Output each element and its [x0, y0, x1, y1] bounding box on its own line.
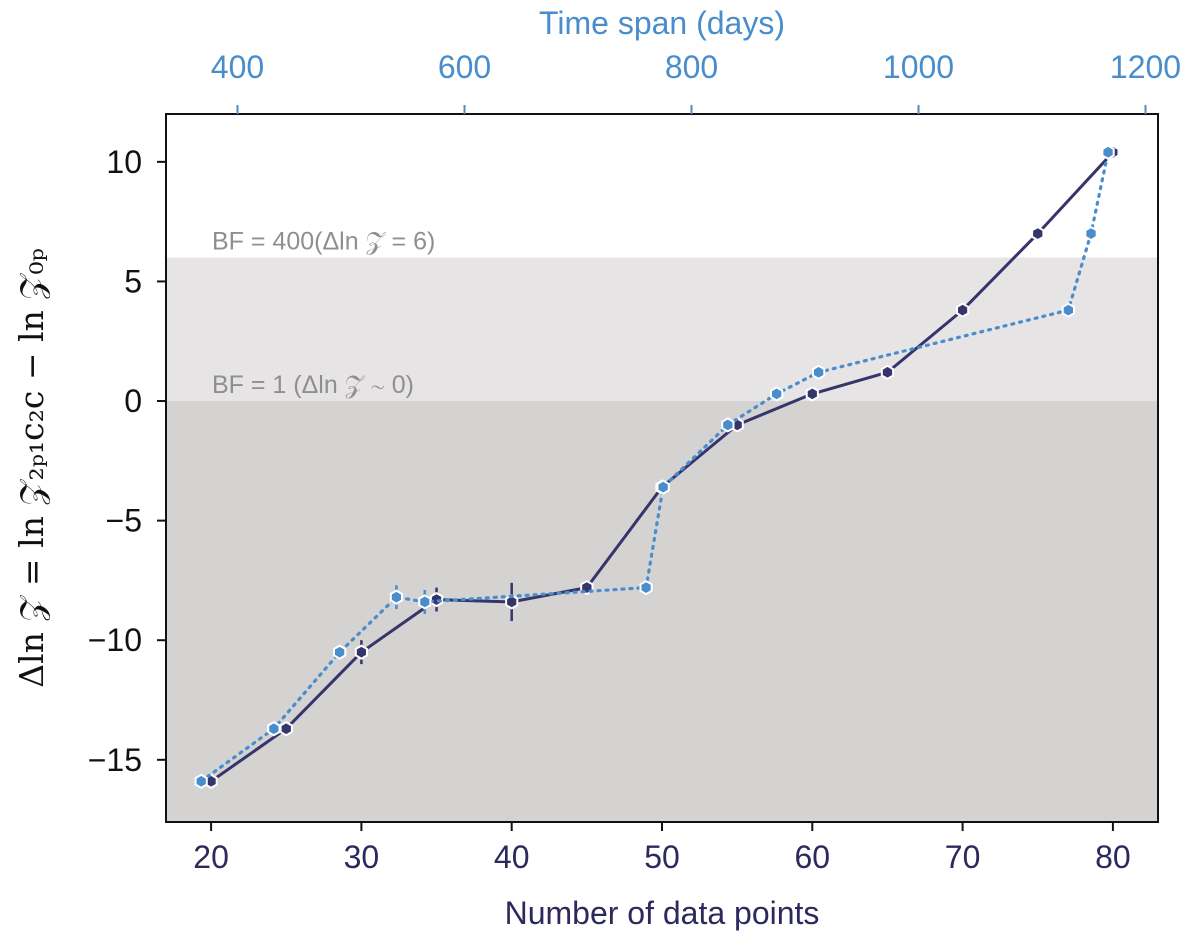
series-0-point	[805, 386, 819, 402]
series-1-point	[389, 589, 403, 605]
series-1-point	[812, 364, 826, 380]
bottom-tick-label: 50	[644, 839, 680, 875]
series-0-point	[354, 644, 368, 660]
series-1-point	[333, 644, 347, 660]
top-tick-label: 1000	[883, 49, 954, 85]
series-0-point	[429, 591, 444, 608]
bottom-tick-label: 80	[1095, 839, 1131, 875]
series-1-point	[194, 773, 208, 789]
series-layer	[194, 144, 1120, 789]
series-0-point	[279, 721, 293, 737]
series-1-point	[639, 579, 653, 596]
left-tick-label: 5	[124, 263, 142, 299]
series-1-point	[1101, 144, 1115, 160]
series-1-point	[1061, 302, 1075, 318]
left-tick-label: −15	[88, 742, 142, 778]
top-tick-label: 400	[211, 49, 264, 85]
series-0-point	[505, 594, 519, 610]
bottom-tick-label: 30	[344, 839, 380, 875]
top-axis: 400 600 800 1000 1200	[211, 49, 1181, 114]
left-tick-label: 10	[106, 144, 142, 180]
bottom-tick-label: 70	[945, 839, 981, 875]
band-annotation-1: BF = 1 (Δln 𝒵 ∼ 0)	[212, 371, 414, 399]
series-1-point	[770, 386, 784, 402]
series-0-point	[1031, 225, 1045, 242]
top-tick-label: 1200	[1110, 49, 1181, 85]
series-1-point	[1084, 225, 1098, 242]
left-tick-label: −10	[88, 622, 142, 658]
series-1-point	[267, 721, 281, 737]
bottom-tick-label: 60	[795, 839, 831, 875]
series-1	[194, 144, 1115, 789]
series-1-point	[721, 417, 735, 433]
background-bands	[166, 257, 1158, 822]
bottom-axis: 20 30 40 50 60 70 80	[193, 822, 1131, 875]
band-annotations: BF = 400(Δln 𝒵 = 6) BF = 1 (Δln 𝒵 ∼ 0)	[212, 228, 435, 400]
left-axis-label: Δln 𝒵 = ln 𝒵₂ₚ₁c₂c − ln 𝒵₀ₚ	[12, 248, 51, 688]
series-0-point	[880, 364, 895, 380]
left-axis: −15 −10 −5 0 5 10	[88, 144, 166, 778]
bottom-tick-label: 20	[193, 839, 229, 875]
top-axis-label: Time span (days)	[539, 5, 785, 41]
top-tick-label: 800	[665, 49, 718, 85]
bottom-tick-label: 40	[494, 839, 530, 875]
band-annotation-0: BF = 400(Δln 𝒵 = 6)	[212, 228, 435, 256]
series-1-point	[418, 594, 432, 610]
bottom-axis-label: Number of data points	[505, 895, 820, 931]
series-0-point	[956, 302, 970, 318]
left-tick-label: −5	[106, 503, 142, 539]
series-1-point	[656, 479, 670, 495]
left-tick-label: 0	[124, 383, 142, 419]
top-tick-label: 600	[438, 49, 491, 85]
band-0	[166, 401, 1158, 822]
